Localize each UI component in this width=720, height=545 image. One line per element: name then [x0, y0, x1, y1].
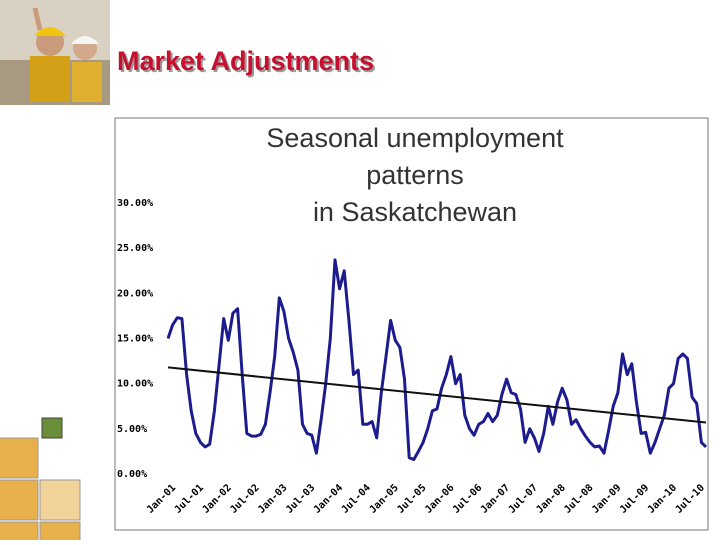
decor-squares: [0, 417, 81, 545]
chart-frame: [114, 117, 709, 531]
data-line: [166, 258, 708, 461]
y-tick-label: 5.00%: [117, 424, 147, 435]
y-tick-label: 30.00%: [117, 198, 153, 209]
chart-title: Seasonal unemployment patterns in Saskatch…: [266, 123, 564, 227]
y-tick-label: 25.00%: [117, 243, 153, 254]
trend-line: [167, 366, 707, 424]
photo: [0, 0, 110, 105]
y-tick-label: 15.00%: [117, 334, 153, 345]
y-tick-label: 10.00%: [117, 379, 153, 390]
y-tick-label: 0.00%: [117, 469, 147, 480]
title-shadow: Market Adjustments: [119, 48, 376, 78]
slide-title: Market Adjustments: [117, 46, 374, 76]
y-tick-label: 20.00%: [117, 288, 153, 299]
